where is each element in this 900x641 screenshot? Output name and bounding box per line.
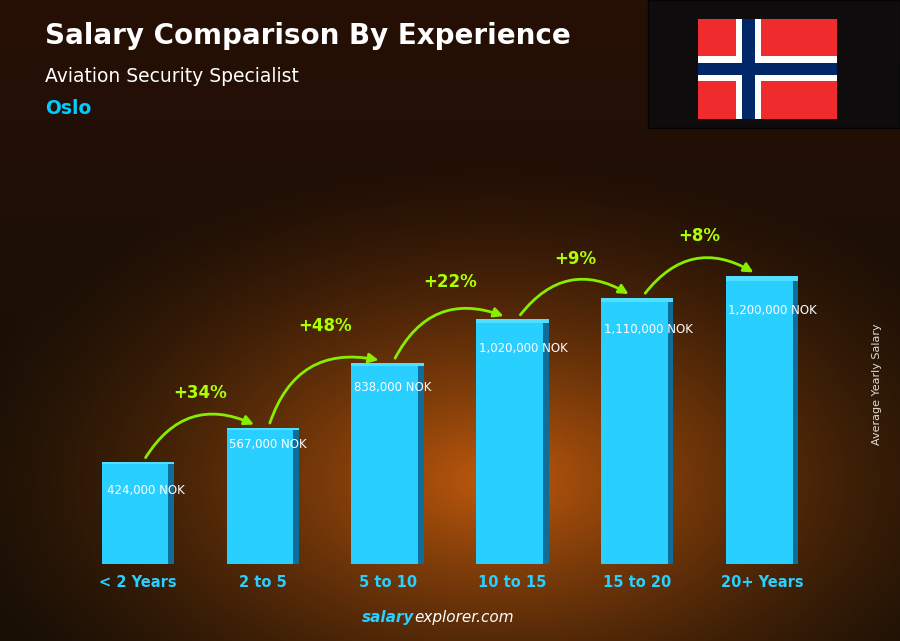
- Bar: [102, 462, 174, 564]
- Bar: [351, 363, 424, 366]
- Text: salary: salary: [362, 610, 414, 625]
- Bar: [601, 298, 673, 564]
- Bar: [601, 298, 673, 302]
- Bar: [543, 319, 549, 564]
- Text: +9%: +9%: [554, 250, 596, 268]
- Text: 424,000 NOK: 424,000 NOK: [107, 485, 184, 497]
- Text: 1,020,000 NOK: 1,020,000 NOK: [479, 342, 568, 355]
- Bar: [293, 428, 299, 564]
- Bar: [418, 363, 424, 564]
- Bar: [227, 428, 299, 430]
- Text: 838,000 NOK: 838,000 NOK: [354, 381, 431, 394]
- Bar: [476, 319, 549, 564]
- Bar: [698, 63, 837, 75]
- Text: 567,000 NOK: 567,000 NOK: [229, 438, 307, 451]
- Text: Oslo: Oslo: [45, 99, 91, 119]
- Text: +34%: +34%: [174, 384, 227, 402]
- Text: Aviation Security Specialist: Aviation Security Specialist: [45, 67, 299, 87]
- Bar: [726, 276, 798, 281]
- Bar: [476, 319, 549, 323]
- Text: Salary Comparison By Experience: Salary Comparison By Experience: [45, 22, 571, 51]
- Bar: [793, 276, 798, 564]
- Bar: [102, 462, 174, 464]
- Text: 1,110,000 NOK: 1,110,000 NOK: [604, 323, 692, 337]
- Bar: [735, 19, 760, 119]
- Text: explorer.com: explorer.com: [414, 610, 514, 625]
- Text: +22%: +22%: [423, 272, 477, 290]
- Text: Average Yearly Salary: Average Yearly Salary: [872, 324, 883, 445]
- Text: +48%: +48%: [298, 317, 352, 335]
- Bar: [698, 56, 837, 81]
- Bar: [351, 363, 424, 564]
- Bar: [168, 462, 174, 564]
- Text: +8%: +8%: [679, 227, 721, 245]
- Text: 1,200,000 NOK: 1,200,000 NOK: [728, 304, 817, 317]
- Bar: [742, 19, 754, 119]
- Bar: [726, 276, 798, 564]
- Bar: [668, 298, 673, 564]
- Bar: [227, 428, 299, 564]
